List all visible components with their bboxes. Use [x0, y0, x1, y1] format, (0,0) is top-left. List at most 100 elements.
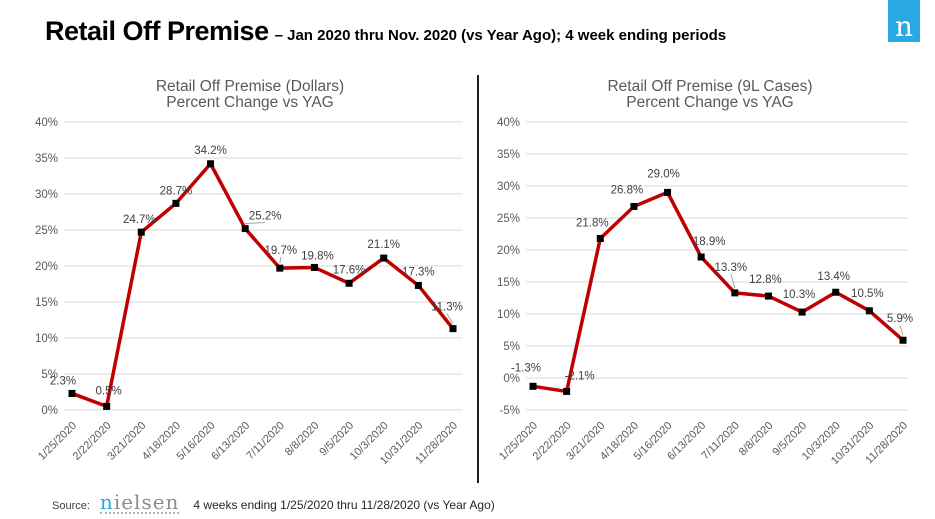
y-axis-tick-label: 25%: [35, 225, 58, 237]
series-line: [531, 190, 905, 394]
y-axis-tick-label: 10%: [497, 309, 520, 321]
data-point-marker: [865, 307, 873, 315]
data-point-marker: [137, 228, 145, 236]
page-title-block: Retail Off Premise – Jan 2020 thru Nov. 2…: [45, 16, 875, 47]
data-point-label: 11.3%: [431, 302, 463, 314]
label-leader-line: [730, 273, 736, 289]
data-point-marker: [764, 292, 772, 300]
y-axis-tick-label: 35%: [35, 153, 58, 165]
y-axis-tick-label: 30%: [35, 189, 58, 201]
data-point-marker: [241, 225, 249, 233]
right-chart-title-line2: Percent Change vs YAG: [626, 94, 794, 111]
right-chart-plot: -5% 0% 5% 10% 15% 20% 25% 30% 35% 40% 1/25/2020 2/2…: [488, 108, 933, 493]
y-axis-tick-label: -5%: [500, 405, 520, 417]
y-axis-tick-label: 15%: [497, 277, 520, 289]
series-line: [70, 162, 455, 409]
nielsen-wordmark-n: n: [99, 490, 114, 514]
left-chart-title-line2: Percent Change vs YAG: [166, 94, 334, 111]
data-point-marker: [276, 264, 284, 272]
data-point-marker: [731, 289, 739, 297]
line-chart-svg: 0%5%10%15%20%25%30%35%40%1/25/20202/22/2…: [35, 117, 463, 467]
line-chart-svg: -5%0%5%10%15%20%25%30%35%40%1/25/20202/2…: [497, 117, 913, 467]
data-point-label: 2.3%: [50, 375, 76, 387]
y-axis-tick-label: 5%: [503, 341, 520, 353]
data-point-marker: [345, 279, 353, 287]
y-axis-tick-label: 15%: [35, 297, 58, 309]
data-point-label: 10.5%: [851, 288, 884, 300]
data-point-label: 12.8%: [749, 274, 782, 286]
data-point-label: 21.8%: [576, 217, 609, 229]
x-axis-tick-label: 7/11/2020: [244, 420, 287, 463]
page-subtitle: – Jan 2020 thru Nov. 2020 (vs Year Ago);…: [274, 27, 727, 44]
page-title: Retail Off Premise: [45, 16, 269, 46]
data-point-label: 28.7%: [160, 185, 193, 197]
data-point-marker: [697, 253, 705, 261]
y-axis-tick-label: 40%: [497, 117, 520, 129]
x-axis-tick-label: 8/8/2020: [283, 420, 322, 459]
y-axis-tick-label: 35%: [497, 149, 520, 161]
data-point-marker: [414, 281, 422, 289]
data-point-label: 5.9%: [887, 313, 913, 325]
data-point-marker: [596, 234, 604, 242]
y-axis-tick-label: 20%: [497, 245, 520, 257]
data-point-label: 17.6%: [333, 264, 366, 276]
data-point-marker: [380, 254, 388, 262]
data-point-label: 29.0%: [647, 168, 680, 180]
data-point-label: 17.3%: [402, 266, 435, 278]
data-point-label: 13.4%: [817, 271, 850, 283]
data-point-label: -1.3%: [511, 362, 541, 374]
y-axis-tick-label: 25%: [497, 213, 520, 225]
left-chart-plot: 0% 5% 10% 15% 20% 25% 30% 35% 40% 1/25/2020 2/22/2…: [28, 108, 478, 493]
data-point-label: 26.8%: [611, 184, 644, 196]
left-chart-title: Retail Off Premise (Dollars) Percent Cha…: [30, 79, 470, 111]
nielsen-wordmark-rest: ielsen: [113, 490, 180, 514]
nielsen-logo-icon: n: [888, 0, 920, 42]
label-leader-line: [899, 325, 904, 336]
nielsen-logo-letter: n: [894, 10, 914, 43]
data-point-label: 10.3%: [783, 289, 816, 301]
data-point-marker: [832, 288, 840, 296]
data-point-marker: [68, 389, 76, 397]
source-footer: Source: nielsen 4 weeks ending 1/25/2020…: [52, 490, 495, 514]
y-axis-tick-label: 0%: [503, 373, 520, 385]
right-chart-title: Retail Off Premise (9L Cases) Percent Ch…: [490, 79, 930, 111]
left-chart-title-line1: Retail Off Premise (Dollars): [155, 78, 345, 95]
data-point-label: 19.8%: [301, 250, 334, 262]
data-point-label: 34.2%: [194, 145, 227, 157]
label-leader-line: [245, 222, 266, 225]
data-point-marker: [798, 308, 806, 316]
data-point-label: 19.7%: [265, 245, 298, 257]
data-point-marker: [449, 325, 457, 333]
right-chart-title-line1: Retail Off Premise (9L Cases): [607, 78, 813, 95]
source-label: Source:: [52, 500, 90, 512]
y-axis-tick-label: 20%: [35, 261, 58, 273]
data-point-marker: [207, 160, 215, 168]
y-axis-tick-label: 10%: [35, 333, 58, 345]
data-point-label: 21.1%: [367, 239, 400, 251]
y-axis-tick-label: 30%: [497, 181, 520, 193]
label-leader-line: [279, 257, 282, 264]
data-point-label: 13.3%: [715, 262, 748, 274]
data-point-marker: [630, 202, 638, 210]
x-axis-tick-label: 8/8/2020: [737, 420, 776, 459]
nielsen-wordmark: nielsen: [99, 490, 180, 514]
source-note: 4 weeks ending 1/25/2020 thru 11/28/2020…: [193, 498, 495, 512]
data-point-label: 0.5%: [96, 385, 122, 397]
y-axis-tick-label: 40%: [35, 117, 58, 129]
data-point-marker: [563, 387, 571, 395]
data-point-marker: [529, 382, 537, 390]
data-point-marker: [103, 402, 111, 410]
data-point-label: -2.1%: [565, 370, 595, 382]
y-axis-tick-label: 5%: [41, 369, 58, 381]
label-leader-line: [446, 313, 454, 324]
data-point-label: 18.9%: [693, 236, 726, 248]
chart-divider-line: [477, 75, 479, 483]
data-point-marker: [664, 188, 672, 196]
data-point-label: 25.2%: [249, 211, 282, 223]
data-point-marker: [899, 336, 907, 344]
y-axis-tick-label: 0%: [41, 405, 58, 417]
data-point-marker: [310, 263, 318, 271]
data-point-label: 24.7%: [123, 214, 156, 226]
data-point-marker: [172, 199, 180, 207]
